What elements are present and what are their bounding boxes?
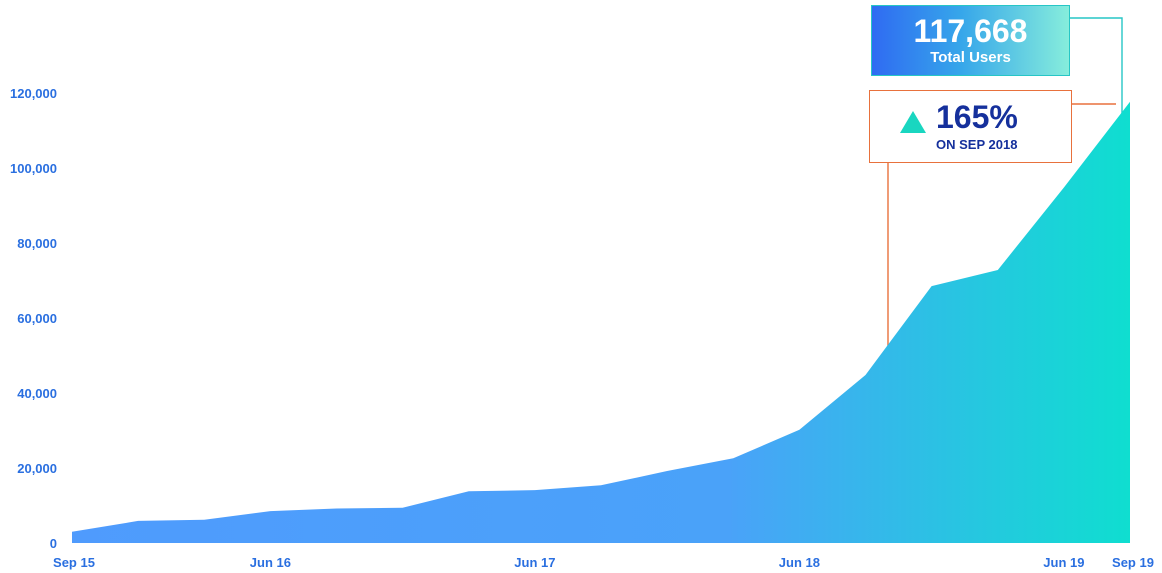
y-tick-label: 40,000 [17,386,57,401]
x-tick-label: Jun 19 [1043,555,1084,570]
total-users-label: Total Users [930,49,1011,66]
x-tick-label: Jun 18 [779,555,820,570]
y-tick-label: 0 [50,536,57,551]
y-tick-label: 80,000 [17,236,57,251]
callout-connectors [887,17,1123,358]
total-connector-line [1070,17,1123,142]
area-fill [72,101,1130,543]
y-tick-label: 20,000 [17,461,57,476]
total-users-value: 117,668 [913,13,1028,49]
x-tick-label: Jun 16 [250,555,291,570]
total-users-callout: 117,668 Total Users [871,5,1070,76]
y-tick-label: 60,000 [17,311,57,326]
y-tick-label: 120,000 [10,86,57,101]
growth-callout: 165% ON SEP 2018 [869,90,1072,163]
y-tick-label: 100,000 [10,161,57,176]
area-series [72,101,1130,543]
x-axis: Sep 15 Jun 16 Jun 17 Jun 18 Jun 19 Sep 19 [53,555,1154,570]
x-tick-label: Sep 19 [1112,555,1154,570]
growth-value: 165% [936,99,1018,135]
x-tick-label: Sep 15 [53,555,95,570]
up-triangle-icon [900,111,926,133]
y-axis: 0 20,000 40,000 60,000 80,000 100,000 120,000 [10,86,57,551]
x-tick-label: Jun 17 [514,555,555,570]
growth-date-label: ON SEP 2018 [936,137,1018,152]
